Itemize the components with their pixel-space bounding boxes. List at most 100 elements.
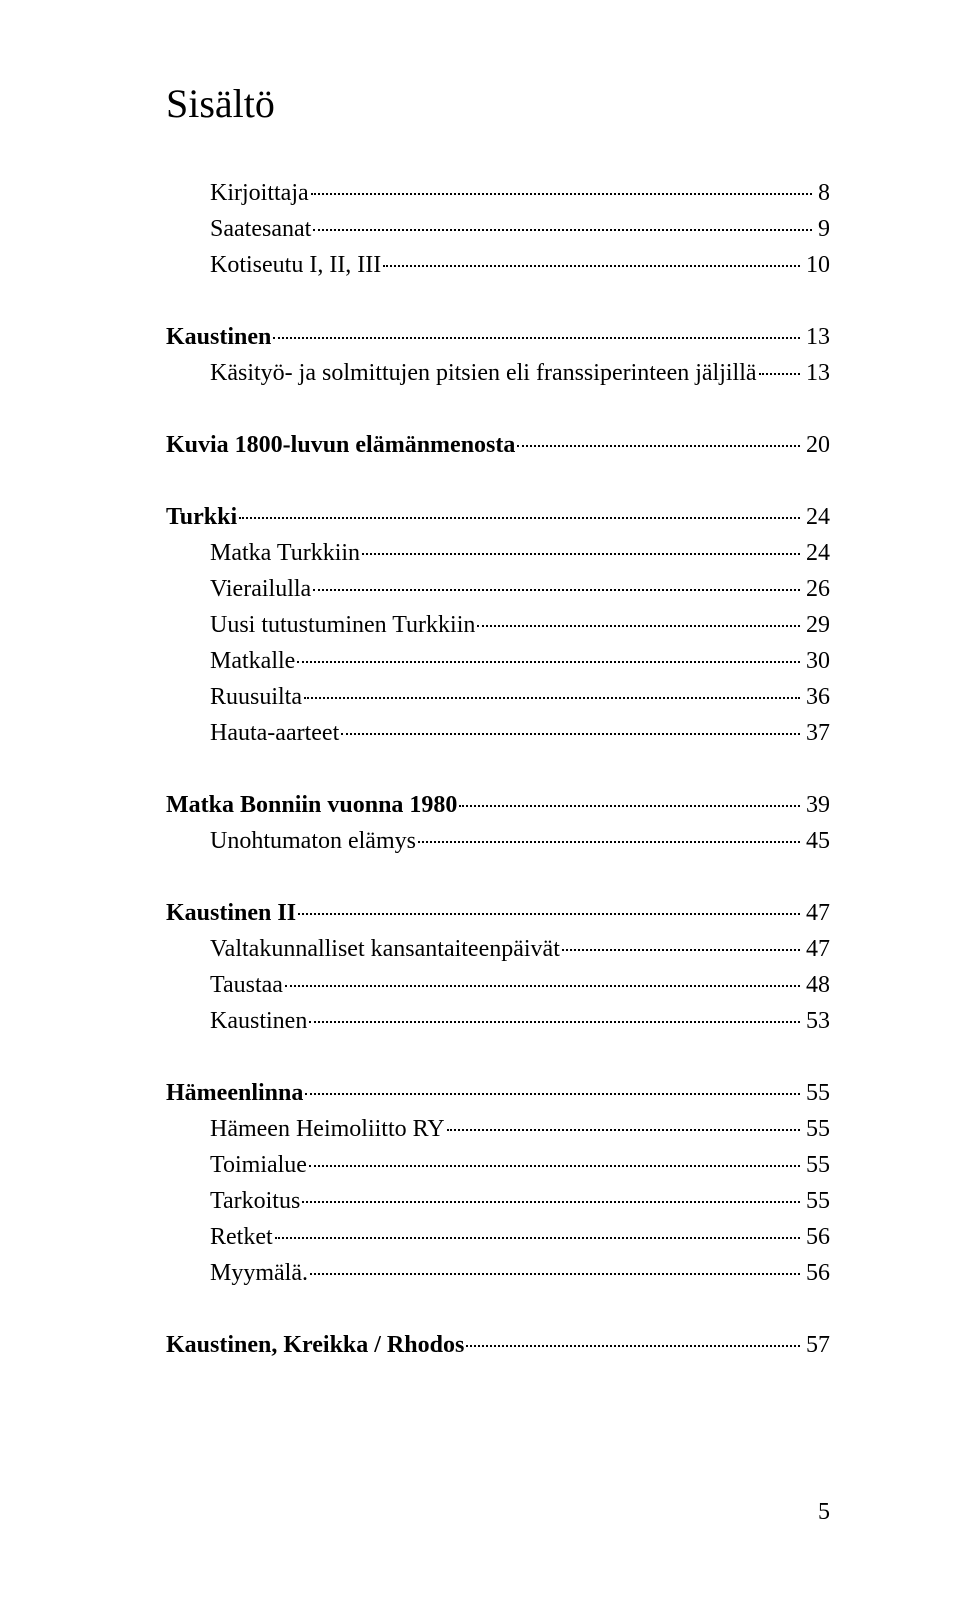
toc-entry-page: 56 xyxy=(802,1255,830,1291)
toc-leader xyxy=(309,1001,800,1023)
toc-leader xyxy=(305,1073,800,1095)
toc-leader xyxy=(447,1109,800,1131)
section-gap xyxy=(166,391,830,427)
toc-leader xyxy=(309,1145,800,1167)
toc-entry-label: Hauta-aarteet xyxy=(166,715,339,751)
toc-entry-label: Kirjoittaja xyxy=(166,175,309,211)
toc-entry-label: Käsityö- ja solmittujen pitsien eli fran… xyxy=(166,355,757,391)
toc-entry-page: 29 xyxy=(802,607,830,643)
section-gap xyxy=(166,1039,830,1075)
toc-entry-page: 56 xyxy=(802,1219,830,1255)
toc-leader xyxy=(383,245,800,267)
toc-entry: Kaustinen 53 xyxy=(166,1003,830,1039)
toc-entry-label: Uusi tutustuminen Turkkiin xyxy=(166,607,475,643)
toc-entry-page: 20 xyxy=(802,427,830,463)
toc-leader xyxy=(304,677,800,699)
toc-entry: Tarkoitus 55 xyxy=(166,1183,830,1219)
table-of-contents: Kirjoittaja 8Saatesanat9Kotiseutu I, II, … xyxy=(166,175,830,1363)
toc-entry-label: Unohtumaton elämys xyxy=(166,823,416,859)
toc-leader xyxy=(562,929,800,951)
toc-entry: Kaustinen II47 xyxy=(166,895,830,931)
toc-leader xyxy=(459,785,800,807)
toc-leader xyxy=(517,425,800,447)
toc-leader xyxy=(759,353,800,375)
section-gap xyxy=(166,283,830,319)
toc-entry-label: Vierailulla xyxy=(166,571,311,607)
section-gap xyxy=(166,751,830,787)
toc-entry-label: Turkki xyxy=(166,499,237,535)
toc-leader xyxy=(341,713,800,735)
toc-leader xyxy=(418,821,800,843)
toc-entry: Hämeenlinna 55 xyxy=(166,1075,830,1111)
toc-entry-label: Taustaa xyxy=(166,967,283,1003)
toc-leader xyxy=(311,173,812,195)
toc-entry: Myymälä. 56 xyxy=(166,1255,830,1291)
toc-entry-page: 55 xyxy=(802,1075,830,1111)
toc-entry-label: Valtakunnalliset kansantaiteenpäivät xyxy=(166,931,560,967)
toc-leader xyxy=(310,1253,800,1275)
toc-entry: Saatesanat9 xyxy=(166,211,830,247)
toc-entry-page: 47 xyxy=(802,931,830,967)
toc-leader xyxy=(477,605,800,627)
toc-entry-page: 48 xyxy=(802,967,830,1003)
toc-entry-label: Matka Bonniin vuonna 1980 xyxy=(166,787,457,823)
toc-entry: Turkki 24 xyxy=(166,499,830,535)
toc-entry-page: 37 xyxy=(802,715,830,751)
page-number: 5 xyxy=(818,1499,830,1526)
toc-entry-page: 47 xyxy=(802,895,830,931)
toc-entry-label: Matkalle xyxy=(166,643,295,679)
toc-entry-label: Retket xyxy=(166,1219,273,1255)
toc-leader xyxy=(298,893,800,915)
page-title: Sisältö xyxy=(166,80,830,127)
toc-leader xyxy=(273,317,800,339)
toc-entry: Taustaa 48 xyxy=(166,967,830,1003)
toc-entry-page: 26 xyxy=(802,571,830,607)
toc-entry-page: 24 xyxy=(802,535,830,571)
toc-entry-label: Ruusuilta xyxy=(166,679,302,715)
toc-entry-page: 8 xyxy=(814,175,830,211)
toc-leader xyxy=(313,569,800,591)
toc-entry-label: Matka Turkkiin xyxy=(166,535,360,571)
toc-leader xyxy=(297,641,800,663)
toc-entry: Kaustinen13 xyxy=(166,319,830,355)
toc-entry: Vierailulla 26 xyxy=(166,571,830,607)
toc-entry-label: Kuvia 1800-luvun elämänmenosta xyxy=(166,427,515,463)
toc-leader xyxy=(285,965,800,987)
toc-entry-page: 55 xyxy=(802,1111,830,1147)
toc-entry-label: Tarkoitus xyxy=(166,1183,300,1219)
toc-leader xyxy=(239,497,800,519)
toc-entry: Kuvia 1800-luvun elämänmenosta 20 xyxy=(166,427,830,463)
toc-entry: Ruusuilta 36 xyxy=(166,679,830,715)
toc-entry-label: Toimialue xyxy=(166,1147,307,1183)
toc-leader xyxy=(275,1217,800,1239)
section-gap xyxy=(166,463,830,499)
toc-entry-page: 39 xyxy=(802,787,830,823)
toc-entry-label: Myymälä. xyxy=(166,1255,308,1291)
toc-entry: Unohtumaton elämys45 xyxy=(166,823,830,859)
toc-entry-page: 13 xyxy=(802,355,830,391)
toc-entry: Kirjoittaja 8 xyxy=(166,175,830,211)
toc-entry-page: 24 xyxy=(802,499,830,535)
toc-entry-page: 30 xyxy=(802,643,830,679)
toc-entry-label: Kaustinen xyxy=(166,1003,307,1039)
toc-entry-page: 53 xyxy=(802,1003,830,1039)
toc-entry: Matka Bonniin vuonna 1980 39 xyxy=(166,787,830,823)
toc-leader xyxy=(362,533,800,555)
toc-entry-label: Saatesanat xyxy=(166,211,311,247)
toc-entry-label: Kaustinen, Kreikka / Rhodos xyxy=(166,1327,464,1363)
toc-entry: Matkalle 30 xyxy=(166,643,830,679)
toc-entry-label: Kaustinen xyxy=(166,319,271,355)
toc-entry-page: 55 xyxy=(802,1183,830,1219)
toc-leader xyxy=(302,1181,800,1203)
toc-entry-page: 36 xyxy=(802,679,830,715)
toc-leader xyxy=(466,1325,800,1347)
toc-entry: Toimialue 55 xyxy=(166,1147,830,1183)
toc-entry: Hämeen Heimoliitto RY55 xyxy=(166,1111,830,1147)
toc-entry-page: 57 xyxy=(802,1327,830,1363)
toc-entry-label: Kotiseutu I, II, III xyxy=(166,247,381,283)
section-gap xyxy=(166,859,830,895)
toc-entry-page: 55 xyxy=(802,1147,830,1183)
toc-entry-label: Hämeenlinna xyxy=(166,1075,303,1111)
toc-entry: Käsityö- ja solmittujen pitsien eli fran… xyxy=(166,355,830,391)
toc-entry: Hauta-aarteet 37 xyxy=(166,715,830,751)
